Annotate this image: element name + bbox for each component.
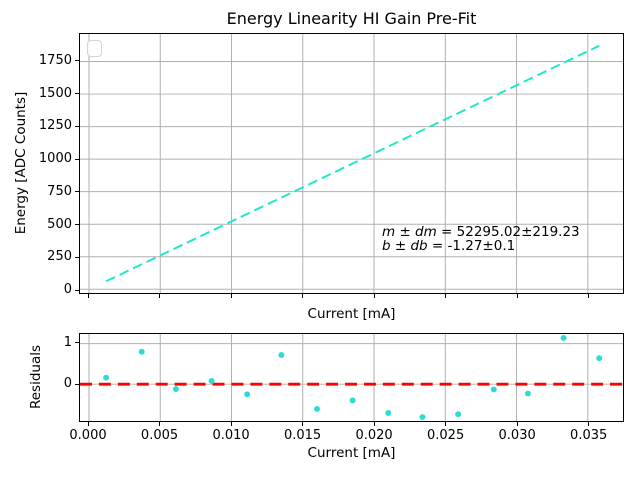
intercept-math-label: b ± db bbox=[382, 238, 428, 254]
scatter-point bbox=[455, 411, 462, 418]
y-tick-label: 500 bbox=[47, 216, 72, 232]
y-tick-label: 1250 bbox=[38, 118, 72, 134]
scatter-point bbox=[524, 390, 531, 397]
scatter-point bbox=[560, 335, 567, 341]
x-tick-mark bbox=[87, 422, 89, 426]
y-tick-mark bbox=[75, 383, 79, 385]
fit-line bbox=[105, 44, 600, 283]
y-tick-mark bbox=[75, 191, 79, 193]
y-tick-label: 1750 bbox=[38, 52, 72, 68]
energy-plot-canvas bbox=[80, 34, 623, 293]
scatter-point bbox=[138, 348, 145, 355]
y-tick-mark bbox=[75, 60, 79, 62]
x-tick-mark bbox=[159, 422, 161, 426]
y-tick-mark bbox=[75, 93, 79, 95]
x-tick-mark bbox=[302, 294, 304, 298]
scatter-point bbox=[244, 391, 251, 398]
chart-title: Energy Linearity HI Gain Pre-Fit bbox=[226, 9, 477, 28]
energy-plot-area: m ± dm = 52295.02±219.23 b ± db = -1.27±… bbox=[79, 33, 624, 294]
fit-slope-text: m ± dm = 52295.02±219.23 bbox=[382, 225, 580, 239]
x-tick-mark bbox=[445, 294, 447, 298]
y-tick-label: 0 bbox=[63, 376, 72, 392]
y-tick-label: 250 bbox=[47, 249, 72, 265]
x-tick-label: 0.010 bbox=[212, 428, 250, 443]
y-tick-mark bbox=[75, 224, 79, 226]
x-tick-mark bbox=[516, 422, 518, 426]
x-tick-label: 0.005 bbox=[140, 428, 179, 443]
legend-box bbox=[87, 40, 102, 57]
x-tick-mark bbox=[230, 294, 232, 298]
x-tick-label: 0.025 bbox=[427, 428, 465, 443]
scatter-point bbox=[419, 414, 426, 420]
x-tick-mark bbox=[588, 294, 590, 298]
scatter-point bbox=[596, 355, 603, 362]
scatter-point bbox=[490, 386, 497, 393]
fit-intercept-text: b ± db = -1.27±0.1 bbox=[382, 239, 580, 253]
residuals-plot-canvas bbox=[80, 334, 623, 421]
x-tick-mark bbox=[516, 294, 518, 298]
y-tick-label: 0 bbox=[63, 282, 72, 298]
x-tick-label: 0.015 bbox=[283, 428, 322, 443]
x-tick-label: 0.035 bbox=[570, 428, 608, 443]
x-tick-mark bbox=[230, 422, 232, 426]
y-tick-label: 750 bbox=[47, 183, 72, 199]
x-tick-mark bbox=[87, 294, 89, 298]
y-tick-mark bbox=[75, 289, 79, 291]
scatter-point bbox=[385, 410, 392, 416]
y-tick-mark bbox=[75, 342, 79, 344]
residuals-x-axis-label: Current [mA] bbox=[307, 445, 396, 461]
y-tick-label: 1500 bbox=[38, 85, 72, 101]
intercept-value: = -1.27±0.1 bbox=[427, 238, 516, 254]
slope-value: = 52295.02±219.23 bbox=[436, 224, 580, 240]
scatter-point bbox=[314, 406, 320, 412]
x-tick-label: 0.030 bbox=[498, 428, 536, 443]
fit-parameters-annotation: m ± dm = 52295.02±219.23 b ± db = -1.27±… bbox=[382, 225, 580, 253]
y-tick-mark bbox=[75, 158, 79, 160]
scatter-point bbox=[208, 378, 215, 384]
scatter-point bbox=[103, 374, 110, 381]
y-tick-label: 1000 bbox=[38, 151, 72, 167]
residuals-plot-area bbox=[79, 333, 624, 422]
scatter-point bbox=[172, 386, 179, 392]
slope-math-label: m ± dm bbox=[382, 224, 437, 240]
x-tick-mark bbox=[373, 294, 375, 298]
scatter-point bbox=[349, 397, 356, 404]
energy-x-axis-label: Current [mA] bbox=[307, 306, 396, 322]
x-tick-mark bbox=[159, 294, 161, 298]
y-tick-mark bbox=[75, 125, 79, 127]
x-tick-mark bbox=[445, 422, 447, 426]
x-tick-mark bbox=[588, 422, 590, 426]
y-tick-label: 1 bbox=[63, 334, 72, 350]
x-tick-mark bbox=[373, 422, 375, 426]
y-tick-mark bbox=[75, 256, 79, 258]
x-tick-label: 0.020 bbox=[355, 428, 393, 443]
scatter-point bbox=[278, 352, 285, 358]
x-tick-label: 0.000 bbox=[69, 428, 107, 443]
x-tick-mark bbox=[302, 422, 304, 426]
